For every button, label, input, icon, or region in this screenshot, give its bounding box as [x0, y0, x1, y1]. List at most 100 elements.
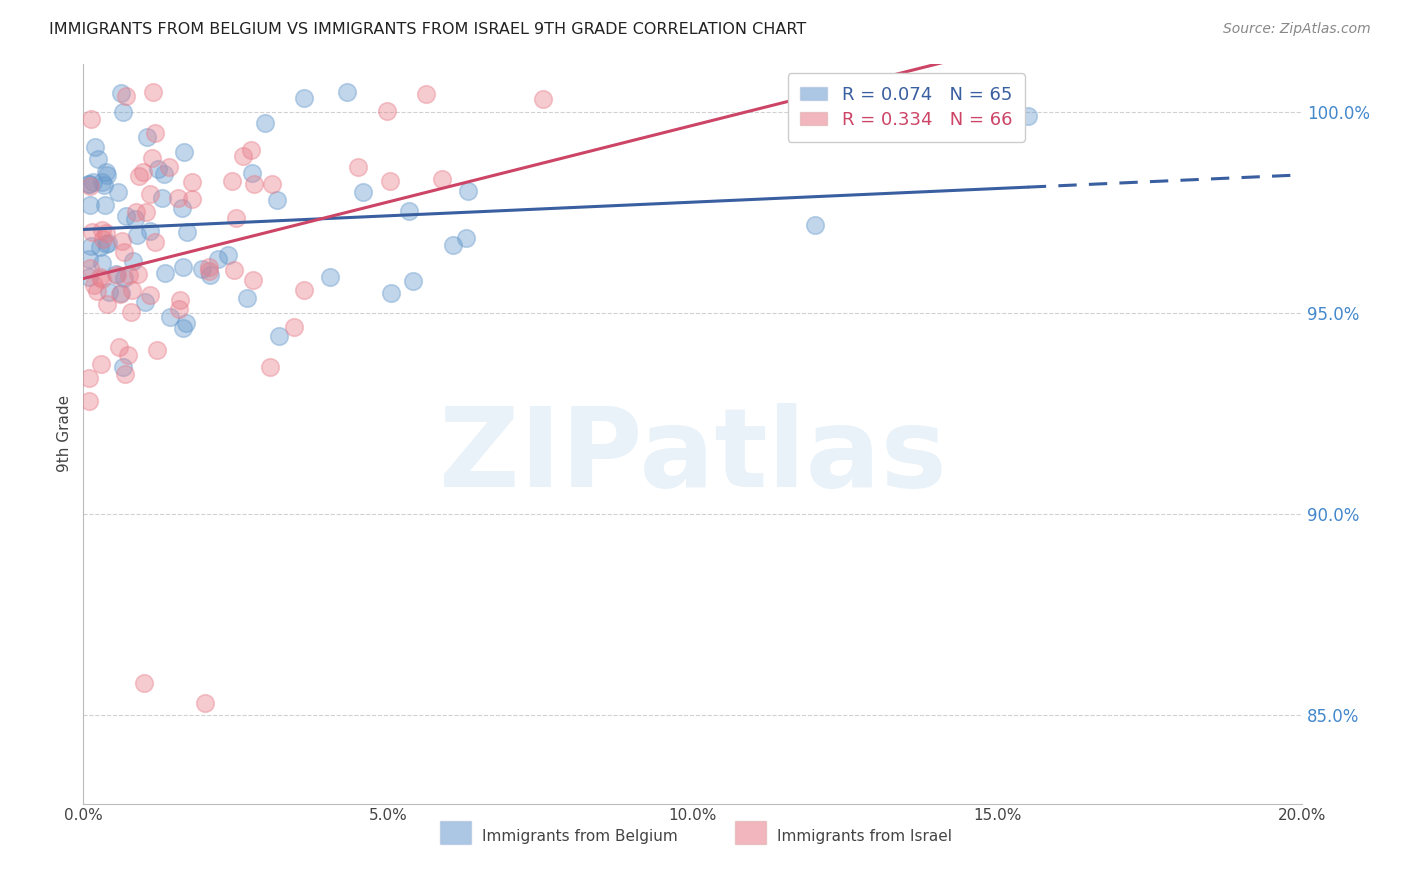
Point — [79, 239, 101, 253]
Point — [283, 320, 305, 334]
Point — [79, 371, 101, 385]
Point — [112, 270, 135, 285]
Point — [198, 260, 221, 274]
Point — [80, 112, 103, 126]
Point — [94, 226, 117, 240]
Point — [269, 328, 291, 343]
Point — [117, 348, 139, 362]
Point — [152, 191, 174, 205]
Point — [142, 85, 165, 99]
Point — [153, 168, 176, 182]
Text: Immigrants from Belgium: Immigrants from Belgium — [482, 830, 678, 844]
Point — [122, 253, 145, 268]
Point — [172, 321, 194, 335]
Point — [198, 268, 221, 283]
Point — [236, 292, 259, 306]
Point — [112, 359, 135, 374]
Point — [197, 264, 219, 278]
Point — [90, 223, 112, 237]
Point — [169, 293, 191, 307]
Point — [110, 86, 132, 100]
Point — [105, 267, 128, 281]
Point — [173, 145, 195, 159]
Point — [243, 177, 266, 191]
Point — [167, 191, 190, 205]
Legend: R = 0.074   N = 65, R = 0.334   N = 66: R = 0.074 N = 65, R = 0.334 N = 66 — [787, 73, 1025, 142]
Point — [145, 343, 167, 357]
Point — [96, 168, 118, 182]
Point — [97, 236, 120, 251]
Point — [346, 160, 368, 174]
Point — [110, 286, 132, 301]
Point — [441, 238, 464, 252]
Point — [456, 231, 478, 245]
Point — [239, 143, 262, 157]
Point — [180, 192, 202, 206]
Point — [86, 284, 108, 298]
Point — [148, 161, 170, 176]
Point — [225, 211, 247, 226]
Point — [105, 268, 128, 282]
Point — [94, 198, 117, 212]
Point — [121, 284, 143, 298]
Point — [107, 185, 129, 199]
Point — [262, 178, 284, 192]
Point — [180, 175, 202, 189]
Point — [159, 310, 181, 324]
Point — [118, 268, 141, 283]
Point — [531, 91, 554, 105]
Point — [157, 161, 180, 175]
Point — [170, 201, 193, 215]
Point — [134, 676, 156, 690]
Point — [131, 164, 153, 178]
Point — [319, 270, 342, 285]
Point — [375, 103, 398, 118]
Point — [93, 178, 115, 192]
Text: Immigrants from Israel: Immigrants from Israel — [778, 830, 952, 844]
Point — [143, 235, 166, 249]
Point — [115, 89, 138, 103]
Point — [127, 227, 149, 242]
Point — [94, 237, 117, 252]
Point — [259, 360, 281, 375]
Point — [93, 231, 115, 245]
Point — [139, 224, 162, 238]
Point — [79, 177, 101, 191]
Point — [415, 87, 437, 102]
Point — [80, 225, 103, 239]
Point — [398, 203, 420, 218]
Point — [114, 368, 136, 382]
Point — [127, 267, 149, 281]
Point — [83, 140, 105, 154]
Point — [79, 179, 101, 194]
Point — [253, 116, 276, 130]
Point — [110, 285, 132, 300]
Point — [176, 225, 198, 239]
Point — [128, 169, 150, 183]
Point — [111, 234, 134, 248]
Point — [89, 269, 111, 284]
Point — [83, 278, 105, 293]
Point — [79, 177, 101, 191]
Point — [134, 294, 156, 309]
Point — [94, 164, 117, 178]
Point — [153, 267, 176, 281]
Point — [194, 696, 217, 710]
Point — [139, 186, 162, 201]
Point — [86, 152, 108, 166]
Point — [207, 252, 229, 267]
Point — [336, 85, 359, 99]
Point — [79, 252, 101, 267]
Point — [191, 262, 214, 277]
Point — [803, 218, 825, 232]
Point — [232, 149, 254, 163]
Point — [242, 273, 264, 287]
Point — [139, 288, 162, 302]
Text: ZIPatlas: ZIPatlas — [439, 402, 946, 509]
Point — [135, 205, 157, 219]
Point — [79, 394, 101, 409]
Text: IMMIGRANTS FROM BELGIUM VS IMMIGRANTS FROM ISRAEL 9TH GRADE CORRELATION CHART: IMMIGRANTS FROM BELGIUM VS IMMIGRANTS FR… — [49, 22, 807, 37]
Point — [79, 270, 101, 285]
Point — [430, 171, 453, 186]
Point — [221, 173, 243, 187]
